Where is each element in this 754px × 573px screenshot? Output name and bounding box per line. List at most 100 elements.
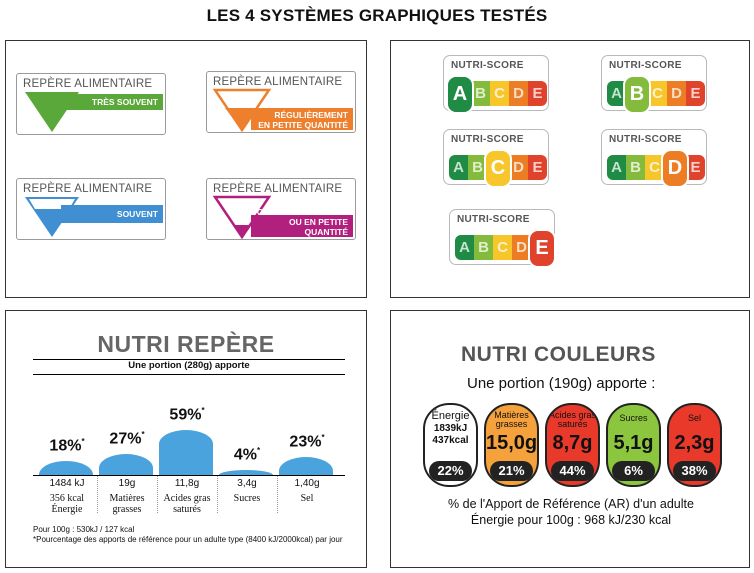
- repere-label: SOUVENT: [116, 209, 158, 219]
- nutri-repere-label: Matières grasses: [109, 493, 145, 515]
- nutri-repere-title: NUTRI REPÈRE: [97, 331, 275, 357]
- nutri-couleurs-footer-ar: % de l'Apport de Référence (AR) d'un adu…: [448, 497, 694, 511]
- repere-shape-purple: [212, 195, 353, 240]
- nutri-repere-subtitle: Une portion (280g) apporte: [128, 360, 250, 371]
- nutriscore-letter-a: A: [455, 235, 474, 260]
- pill-percent: 21%: [490, 461, 533, 481]
- nutriscore-header: NUTRI-SCORE: [609, 134, 682, 145]
- nutriscore-letter-e: E: [528, 229, 556, 268]
- nutriscore-header: NUTRI-SCORE: [451, 60, 524, 71]
- nutri-repere-bar: [219, 470, 273, 475]
- nutriscore-letter-a: A: [446, 75, 474, 114]
- pill-label: Matières grasses: [494, 410, 529, 429]
- nutri-repere-value: 19g: [118, 478, 136, 489]
- nutriscore-letter-c: C: [490, 81, 509, 106]
- nutri-couleurs-pill: Acides gras saturés 8,7g 44%: [545, 403, 600, 487]
- nutriscore-header: NUTRI-SCORE: [609, 60, 682, 71]
- nutriscore-letter-d: D: [509, 81, 528, 106]
- nutriscore-letter-a: A: [449, 155, 468, 180]
- pill-label: Énergie 1839kJ 437kcal: [431, 410, 470, 446]
- nutri-repere-pct: 59%*: [169, 406, 205, 424]
- nutri-repere-label: Acides gras saturés: [163, 493, 211, 515]
- nutri-couleurs-pill: Sucres 5,1g 6%: [606, 403, 661, 487]
- nutri-repere-label: Sel: [300, 493, 314, 504]
- nutriscore-letter-c: C: [645, 155, 664, 180]
- nutriscore-letter-a: A: [607, 155, 626, 180]
- repere-shape-green: [25, 92, 163, 132]
- nutriscore-letter-e: E: [528, 81, 547, 106]
- repere-badge-regulierement: REPÈRE ALIMENTAIRE RÉGULIÈREMENT EN PETI…: [206, 71, 356, 133]
- repere-panel: REPÈRE ALIMENTAIRE TRÈS SOUVENT REPÈRE A…: [5, 40, 367, 298]
- nutri-repere-panel: NUTRI REPÈRE Une portion (280g) apporte …: [5, 310, 367, 568]
- repere-shape-blue: [25, 197, 163, 237]
- repere-shape-orange: [212, 88, 353, 133]
- nutri-repere-bar: [279, 457, 333, 475]
- nutri-repere-pct: 18%*: [49, 437, 85, 455]
- repere-header: REPÈRE ALIMENTAIRE: [23, 78, 153, 90]
- nutriscore-letter-a: A: [607, 81, 626, 106]
- nutri-repere-label: 356 kcal Énergie: [49, 493, 85, 515]
- nutriscore-letter-d: D: [661, 149, 689, 188]
- nutriscore-letter-e: E: [528, 155, 547, 180]
- nutriscore-letter-c: C: [493, 235, 512, 260]
- nutriscore-letter-d: D: [509, 155, 528, 180]
- pill-value: 15,0g: [486, 432, 538, 454]
- nutri-repere-bar: [39, 461, 93, 475]
- page-title: LES 4 SYSTÈMES GRAPHIQUES TESTÉS: [206, 6, 548, 25]
- nutriscore-letter-c: C: [484, 149, 512, 188]
- repere-badge-souvent: REPÈRE ALIMENTAIRE SOUVENT: [16, 178, 166, 240]
- nutriscore-header: NUTRI-SCORE: [457, 214, 530, 225]
- nutri-repere-bar: [159, 430, 213, 475]
- nutriscore-letter-b: B: [626, 155, 645, 180]
- nutri-couleurs-title: NUTRI COULEURS: [461, 343, 656, 366]
- repere-badge-tres-souvent: REPÈRE ALIMENTAIRE TRÈS SOUVENT: [16, 73, 166, 135]
- repere-header: REPÈRE ALIMENTAIRE: [213, 76, 343, 88]
- pill-label: Sucres: [619, 413, 648, 423]
- nutriscore-letter-b: B: [468, 155, 487, 180]
- nutri-repere-note-per100g: Pour 100g : 530kJ / 127 kcal: [33, 525, 135, 534]
- repere-label: TRÈS SOUVENT: [91, 97, 158, 107]
- nutriscore-letter-b: B: [623, 75, 651, 114]
- nutri-repere-bar: [99, 454, 153, 475]
- pill-value: 5,1g: [613, 432, 654, 454]
- nutri-repere-pct: 23%*: [289, 433, 325, 451]
- nutri-couleurs-subtitle: Une portion (190g) apporte :: [467, 375, 656, 392]
- nutri-couleurs-pill: Sel 2,3g 38%: [667, 403, 722, 487]
- nutriscore-letter-e: E: [686, 81, 705, 106]
- nutri-repere-note-reference: *Pourcentage des apports de référence po…: [33, 535, 343, 544]
- repere-label-line2: EN PETITE QUANTITÉ: [258, 120, 348, 130]
- pill-label: Sel: [687, 413, 701, 423]
- nutriscore-letter-b: B: [471, 81, 490, 106]
- nutriscore-letter-d: D: [667, 81, 686, 106]
- nutri-repere-value: 11,8g: [174, 478, 200, 489]
- nutri-couleurs-panel: NUTRI COULEURS Une portion (190g) apport…: [390, 310, 750, 568]
- pill-value: 2,3g: [674, 432, 715, 454]
- nutri-repere-label: Sucres: [233, 493, 261, 504]
- nutri-repere-value: 3,4g: [237, 478, 257, 489]
- nutriscore-letter-b: B: [474, 235, 493, 260]
- nutriscore-letter-c: C: [648, 81, 667, 106]
- pill-percent: 38%: [673, 461, 716, 481]
- pill-percent: 44%: [551, 461, 594, 481]
- repere-label-line1: OCCASIONNELLEMENT: [250, 207, 348, 217]
- repere-header: REPÈRE ALIMENTAIRE: [23, 183, 153, 195]
- nutri-repere-pct: 4%*: [233, 446, 261, 464]
- nutri-repere-pct: 27%*: [109, 430, 145, 448]
- repere-label-line1: RÉGULIÈREMENT: [274, 110, 348, 120]
- pill-percent: 22%: [429, 461, 472, 481]
- pill-percent: 6%: [612, 461, 655, 481]
- nutri-repere-value: 1,40g: [294, 478, 320, 489]
- repere-header: REPÈRE ALIMENTAIRE: [213, 183, 343, 195]
- pill-label: Acides gras saturés: [548, 410, 597, 429]
- nutri-repere-value: 1484 kJ: [49, 478, 85, 489]
- nutri-couleurs-pill: Matières grasses 15,0g 21%: [484, 403, 539, 487]
